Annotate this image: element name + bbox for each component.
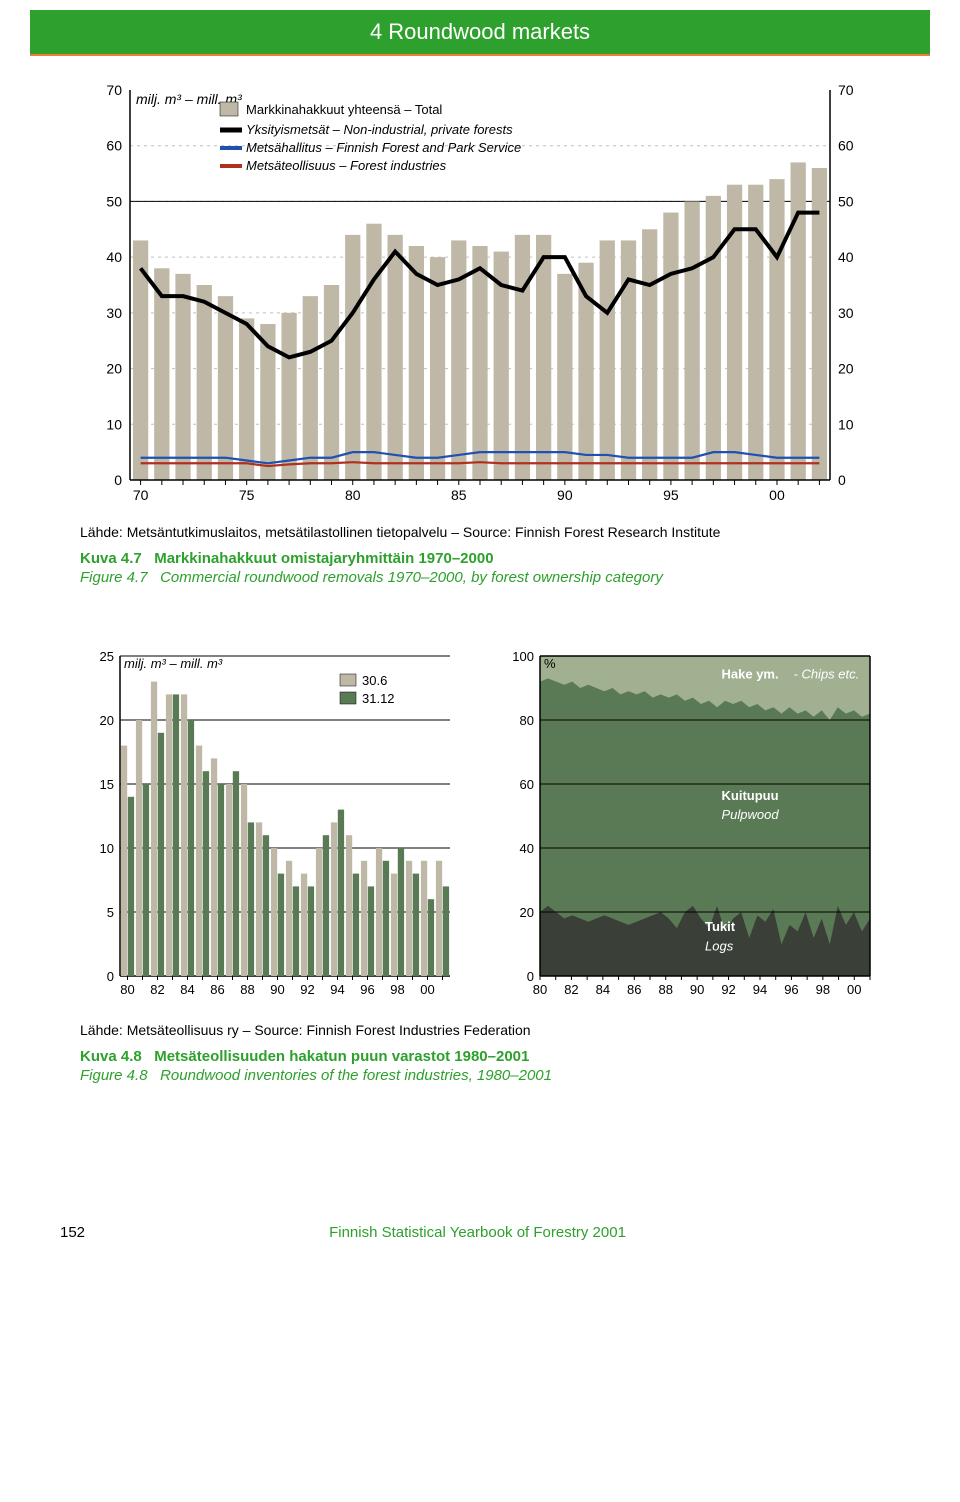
svg-text:40: 40 bbox=[520, 841, 534, 856]
svg-text:80: 80 bbox=[533, 982, 547, 997]
svg-text:84: 84 bbox=[596, 982, 610, 997]
svg-text:Logs: Logs bbox=[705, 938, 734, 953]
svg-text:20: 20 bbox=[520, 905, 534, 920]
svg-text:50: 50 bbox=[838, 193, 854, 209]
chart3: 0204060801008082848688909294969800%Hake … bbox=[500, 646, 880, 1006]
svg-text:98: 98 bbox=[816, 982, 830, 997]
page-footer: 152 Finnish Statistical Yearbook of Fore… bbox=[60, 1224, 900, 1241]
svg-text:20: 20 bbox=[106, 361, 122, 377]
svg-text:5: 5 bbox=[107, 905, 114, 920]
svg-text:80: 80 bbox=[120, 982, 134, 997]
svg-text:20: 20 bbox=[100, 713, 114, 728]
header-rule bbox=[30, 54, 930, 56]
svg-text:Kuitupuu: Kuitupuu bbox=[722, 788, 779, 803]
svg-text:%: % bbox=[544, 656, 556, 671]
chart1-source: Lähde: Metsäntutkimuslaitos, metsätilast… bbox=[80, 524, 880, 540]
svg-text:75: 75 bbox=[239, 487, 255, 503]
chart1-svg: 0010102020303040405050606070707075808590… bbox=[80, 80, 880, 510]
svg-text:10: 10 bbox=[106, 416, 122, 432]
svg-text:0: 0 bbox=[107, 969, 114, 984]
chart1-caption-fi: Kuva 4.7 Markkinahakkuut omistajaryhmitt… bbox=[80, 550, 880, 567]
svg-text:Hake ym.: Hake ym. bbox=[722, 666, 779, 681]
svg-text:88: 88 bbox=[240, 982, 254, 997]
svg-text:00: 00 bbox=[420, 982, 434, 997]
svg-text:0: 0 bbox=[114, 472, 122, 488]
chart1-caption-en: Figure 4.7 Commercial roundwood removals… bbox=[80, 569, 880, 586]
svg-text:40: 40 bbox=[838, 249, 854, 265]
svg-text:10: 10 bbox=[100, 841, 114, 856]
svg-text:60: 60 bbox=[520, 777, 534, 792]
header-title: 4 Roundwood markets bbox=[370, 19, 590, 45]
svg-text:94: 94 bbox=[330, 982, 344, 997]
svg-text:80: 80 bbox=[520, 713, 534, 728]
svg-text:20: 20 bbox=[838, 361, 854, 377]
svg-text:84: 84 bbox=[180, 982, 194, 997]
svg-text:- Chips etc.: - Chips etc. bbox=[794, 666, 860, 681]
svg-text:92: 92 bbox=[300, 982, 314, 997]
svg-text:30.6: 30.6 bbox=[362, 673, 387, 688]
svg-text:00: 00 bbox=[847, 982, 861, 997]
svg-text:90: 90 bbox=[690, 982, 704, 997]
svg-text:98: 98 bbox=[390, 982, 404, 997]
chart1: 0010102020303040405050606070707075808590… bbox=[80, 80, 880, 586]
svg-text:92: 92 bbox=[721, 982, 735, 997]
publication-name: Finnish Statistical Yearbook of Forestry… bbox=[329, 1224, 626, 1241]
svg-text:94: 94 bbox=[753, 982, 767, 997]
page-number: 152 bbox=[60, 1224, 85, 1241]
svg-text:Metsähallitus – Finnish Forest: Metsähallitus – Finnish Forest and Park … bbox=[246, 140, 521, 155]
svg-text:60: 60 bbox=[838, 138, 854, 154]
svg-text:80: 80 bbox=[345, 487, 361, 503]
svg-text:00: 00 bbox=[769, 487, 785, 503]
page-header: 4 Roundwood markets bbox=[30, 10, 930, 54]
svg-text:15: 15 bbox=[100, 777, 114, 792]
svg-text:50: 50 bbox=[106, 193, 122, 209]
svg-text:88: 88 bbox=[658, 982, 672, 997]
svg-text:96: 96 bbox=[360, 982, 374, 997]
svg-text:85: 85 bbox=[451, 487, 467, 503]
chart2: 0 5 10 15 20 25 80 82 84 86 88 90 92 94 96 98 00 milj. m³… bbox=[80, 646, 460, 1006]
svg-text:Pulpwood: Pulpwood bbox=[722, 807, 780, 822]
chart3-svg: 0204060801008082848688909294969800%Hake … bbox=[500, 646, 880, 1006]
svg-text:70: 70 bbox=[133, 487, 149, 503]
svg-text:25: 25 bbox=[100, 649, 114, 664]
chart2-svg: 0 5 10 15 20 25 80 82 84 86 88 90 92 94 96 98 00 milj. m³… bbox=[80, 646, 460, 1006]
svg-text:Tukit: Tukit bbox=[705, 919, 736, 934]
lower-caption-fi: Kuva 4.8 Metsäteollisuuden hakatun puun … bbox=[80, 1048, 880, 1065]
svg-text:100: 100 bbox=[512, 649, 534, 664]
svg-text:0: 0 bbox=[838, 472, 846, 488]
svg-text:90: 90 bbox=[270, 982, 284, 997]
svg-text:60: 60 bbox=[106, 138, 122, 154]
svg-text:Markkinahakkuut yhteensä – Tot: Markkinahakkuut yhteensä – Total bbox=[246, 102, 442, 117]
svg-text:86: 86 bbox=[627, 982, 641, 997]
svg-text:40: 40 bbox=[106, 249, 122, 265]
svg-text:90: 90 bbox=[557, 487, 573, 503]
lower-caption-en: Figure 4.8 Roundwood inventories of the … bbox=[80, 1067, 880, 1084]
svg-text:Metsäteollisuus – Forest indus: Metsäteollisuus – Forest industries bbox=[246, 158, 447, 173]
page: 4 Roundwood markets 00101020203030404050… bbox=[0, 10, 960, 1241]
svg-text:70: 70 bbox=[838, 82, 854, 98]
svg-text:95: 95 bbox=[663, 487, 679, 503]
lower-source: Lähde: Metsäteollisuus ry – Source: Finn… bbox=[80, 1022, 880, 1038]
svg-text:86: 86 bbox=[210, 982, 224, 997]
svg-text:82: 82 bbox=[150, 982, 164, 997]
svg-text:milj. m³ – mill. m³: milj. m³ – mill. m³ bbox=[124, 656, 223, 671]
svg-text:82: 82 bbox=[564, 982, 578, 997]
svg-text:31.12: 31.12 bbox=[362, 691, 395, 706]
svg-text:30: 30 bbox=[106, 305, 122, 321]
lower-captions: Lähde: Metsäteollisuus ry – Source: Finn… bbox=[80, 1022, 880, 1084]
lower-charts: 0 5 10 15 20 25 80 82 84 86 88 90 92 94 96 98 00 milj. m³… bbox=[80, 646, 880, 1006]
svg-text:Yksityismetsät – Non-industria: Yksityismetsät – Non-industrial, private… bbox=[246, 122, 513, 137]
svg-text:30: 30 bbox=[838, 305, 854, 321]
svg-text:70: 70 bbox=[106, 82, 122, 98]
svg-text:96: 96 bbox=[784, 982, 798, 997]
svg-text:10: 10 bbox=[838, 416, 854, 432]
